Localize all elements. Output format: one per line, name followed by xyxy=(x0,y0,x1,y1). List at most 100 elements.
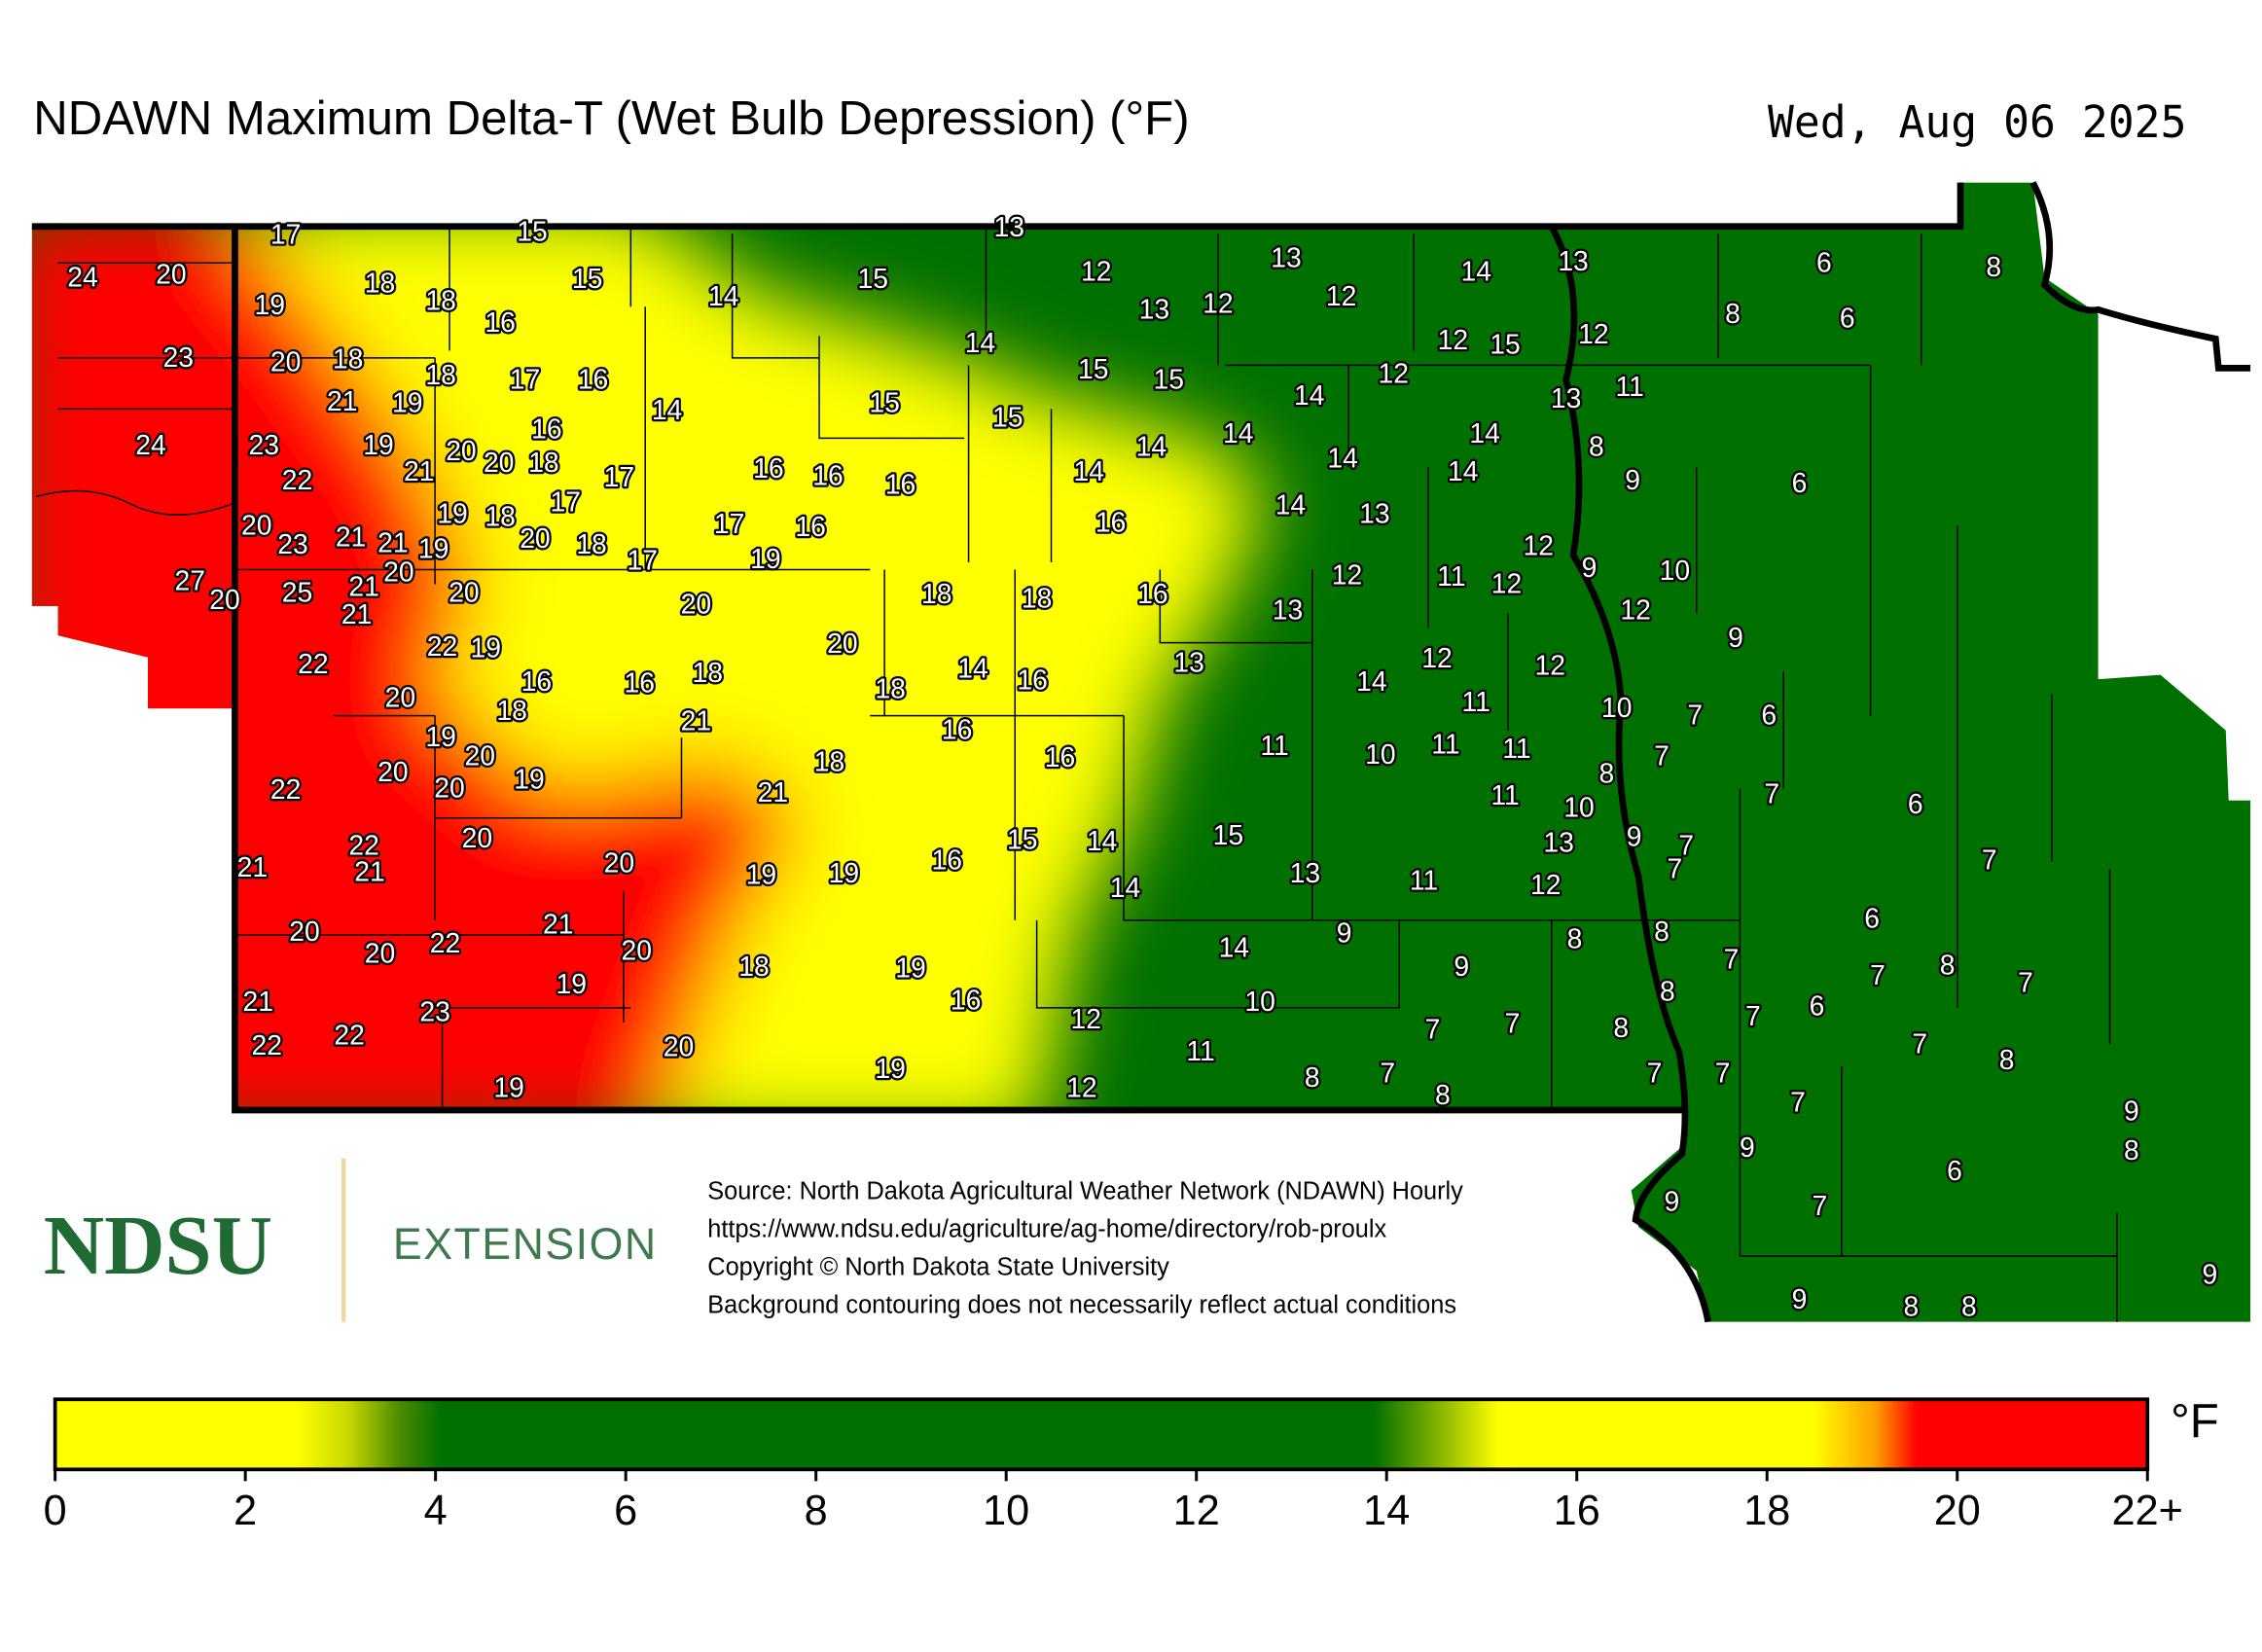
station-value: 20 xyxy=(604,847,634,879)
station-value: 20 xyxy=(377,757,408,788)
station-value: 16 xyxy=(951,985,981,1016)
station-value: 16 xyxy=(531,413,561,445)
station-value: 17 xyxy=(604,462,634,493)
station-value: 8 xyxy=(1940,950,1956,981)
station-value: 8 xyxy=(1725,299,1741,330)
station-value: 11 xyxy=(1410,865,1438,896)
station-value: 15 xyxy=(1490,329,1520,360)
station-value: 11 xyxy=(1260,731,1288,762)
tick-label: 10 xyxy=(983,1488,1029,1534)
station-value: 15 xyxy=(992,402,1023,433)
station-value: 6 xyxy=(1761,700,1777,732)
station-value: 18 xyxy=(738,952,769,983)
tick-label: 0 xyxy=(44,1488,67,1534)
station-value: 12 xyxy=(1379,358,1409,389)
logo-unit: EXTENSION xyxy=(393,1219,658,1269)
station-value: 8 xyxy=(1567,923,1583,954)
station-value: 12 xyxy=(1491,568,1522,599)
station-value: 14 xyxy=(1275,489,1306,521)
station-value: 19 xyxy=(556,969,586,1000)
station-value: 8 xyxy=(1986,252,2001,283)
station-value: 16 xyxy=(578,364,608,395)
station-value: 13 xyxy=(1139,294,1169,325)
station-value: 16 xyxy=(1137,579,1167,610)
station-value: 23 xyxy=(277,529,307,560)
station-value: 17 xyxy=(551,486,581,518)
station-value: 14 xyxy=(965,328,995,359)
station-value: 16 xyxy=(812,460,843,491)
station-value: 21 xyxy=(681,706,711,737)
station-value: 24 xyxy=(67,262,97,293)
station-value: 9 xyxy=(2124,1095,2139,1127)
station-value: 19 xyxy=(418,533,449,564)
station-value: 14 xyxy=(652,395,682,426)
station-value: 13 xyxy=(1551,383,1581,414)
station-value: 20 xyxy=(664,1031,694,1062)
station-value: 9 xyxy=(1337,917,1352,949)
station-value: 7 xyxy=(1715,1058,1731,1089)
station-value: 8 xyxy=(1999,1045,2015,1076)
station-value: 11 xyxy=(1431,730,1459,761)
tick-label: 12 xyxy=(1173,1488,1220,1534)
station-value: 7 xyxy=(1764,779,1779,810)
station-value: 12 xyxy=(1578,319,1608,350)
station-value: 21 xyxy=(354,856,384,887)
station-value: 22 xyxy=(430,928,460,959)
station-value: 18 xyxy=(814,747,844,778)
station-value: 9 xyxy=(1625,465,1640,496)
station-value: 12 xyxy=(1438,325,1468,356)
station-value: 7 xyxy=(1870,960,1885,991)
station-value: 21 xyxy=(404,456,434,487)
station-value: 21 xyxy=(237,852,268,883)
station-value: 18 xyxy=(425,360,455,391)
station-value: 18 xyxy=(1022,583,1052,614)
station-value: 20 xyxy=(241,510,271,541)
station-value: 21 xyxy=(377,527,408,558)
tick-label: 18 xyxy=(1743,1488,1790,1534)
station-value: 18 xyxy=(528,448,558,479)
station-value: 22 xyxy=(298,649,328,680)
station-value: 7 xyxy=(1790,1087,1806,1118)
station-value: 20 xyxy=(827,628,857,660)
station-value: 10 xyxy=(1365,739,1395,771)
station-value: 9 xyxy=(1740,1132,1755,1164)
station-value: 15 xyxy=(857,264,887,295)
station-value: 7 xyxy=(2018,967,2033,998)
station-value: 12 xyxy=(1332,559,1362,591)
station-value: 19 xyxy=(425,722,455,753)
station-value: 18 xyxy=(425,285,455,316)
station-value: 21 xyxy=(336,521,366,553)
station-value: 9 xyxy=(1665,1187,1680,1218)
station-value: 20 xyxy=(383,557,413,588)
tick-label: 20 xyxy=(1934,1488,1981,1534)
station-value: 21 xyxy=(341,599,372,630)
station-value: 12 xyxy=(1081,256,1111,287)
station-value: 14 xyxy=(1087,826,1117,857)
borders xyxy=(31,181,2251,1323)
station-value: 14 xyxy=(1294,380,1324,412)
station-value: 12 xyxy=(1066,1072,1096,1103)
station-value: 14 xyxy=(1448,456,1478,487)
station-value: 13 xyxy=(1173,648,1203,679)
station-value: 13 xyxy=(1558,246,1588,277)
station-value: 19 xyxy=(895,952,925,984)
tick-label: 14 xyxy=(1363,1488,1410,1534)
station-value: 14 xyxy=(1356,666,1386,698)
station-value: 20 xyxy=(365,938,395,969)
station-value: 17 xyxy=(510,364,540,395)
station-value: 12 xyxy=(1421,643,1452,674)
station-value: 7 xyxy=(1982,844,1997,876)
station-value: 18 xyxy=(365,268,395,299)
station-value: 16 xyxy=(753,453,783,485)
station-value: 16 xyxy=(942,715,972,746)
station-value: 6 xyxy=(1864,903,1880,934)
station-value: 13 xyxy=(1271,243,1301,274)
station-value: 8 xyxy=(1435,1080,1451,1111)
station-value: 21 xyxy=(543,909,573,940)
station-value: 16 xyxy=(931,844,961,876)
station-value: 10 xyxy=(1660,556,1690,587)
station-value: 12 xyxy=(1326,281,1356,312)
station-value: 12 xyxy=(1524,530,1554,561)
